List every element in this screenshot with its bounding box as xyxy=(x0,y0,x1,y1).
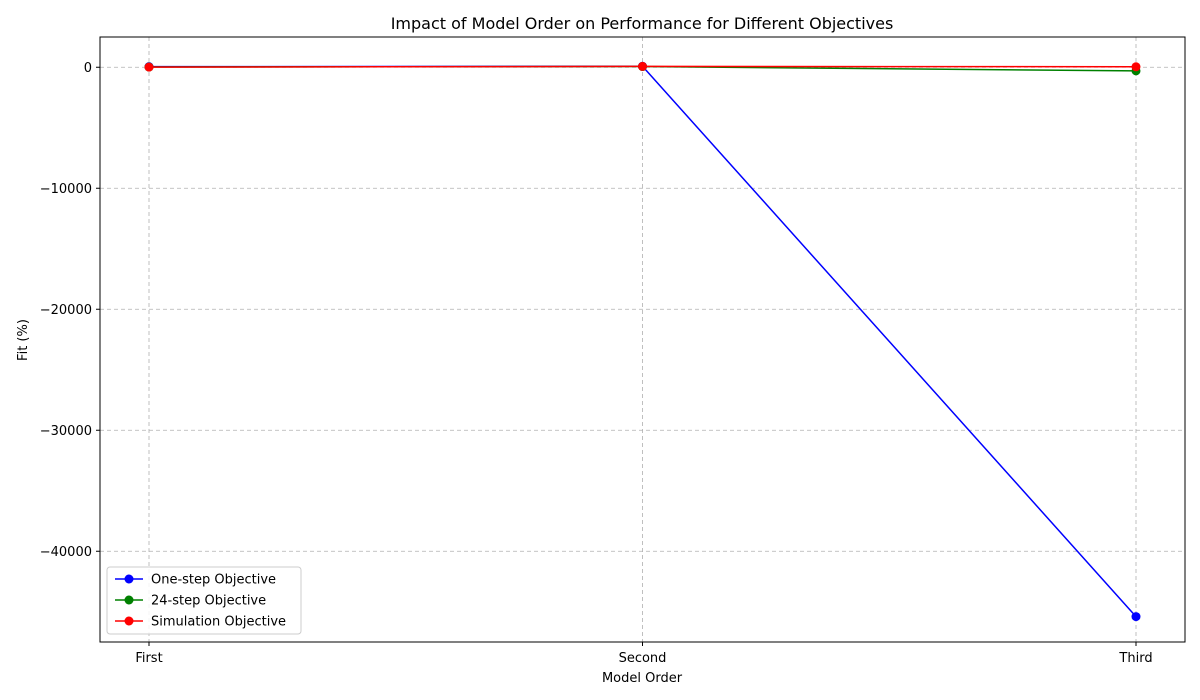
legend-label: One-step Objective xyxy=(151,573,276,588)
y-axis-ticks: 0 −10000 −20000 −30000 −40000 xyxy=(40,61,100,560)
data-point xyxy=(144,62,154,72)
legend-marker xyxy=(124,595,134,605)
y-axis-label: Fit (%) xyxy=(16,319,31,361)
legend: One-step Objective 24-step Objective Simul… xyxy=(106,566,302,635)
data-point xyxy=(1131,62,1141,72)
y-tick-label: −40000 xyxy=(40,545,92,560)
x-axis-label: Model Order xyxy=(602,671,683,686)
x-tick-label: Third xyxy=(1118,651,1152,666)
y-tick-label: 0 xyxy=(84,61,92,76)
x-tick-label: Second xyxy=(619,651,667,666)
y-tick-label: −30000 xyxy=(40,424,92,439)
legend-label: Simulation Objective xyxy=(151,615,286,630)
x-axis-ticks: First Second Third xyxy=(135,642,1153,666)
chart-title: Impact of Model Order on Performance for… xyxy=(391,14,894,33)
legend-marker xyxy=(124,616,134,626)
series-group xyxy=(144,61,1141,622)
data-point xyxy=(638,61,647,71)
x-tick-label: First xyxy=(135,651,162,666)
grid-lines xyxy=(100,37,1185,642)
legend-label: 24-step Objective xyxy=(151,594,266,609)
y-tick-label: −20000 xyxy=(40,303,92,318)
data-point xyxy=(1131,612,1141,622)
legend-marker xyxy=(124,574,134,584)
legend-box xyxy=(106,566,302,635)
y-tick-label: −10000 xyxy=(40,182,92,197)
